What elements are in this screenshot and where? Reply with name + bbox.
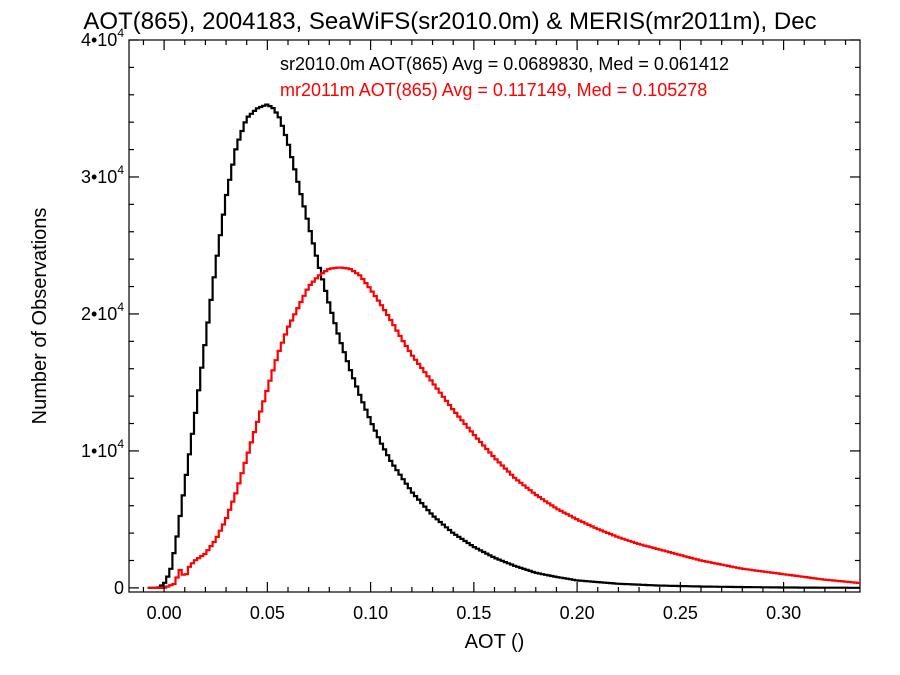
- x-tick-label: 0.05: [250, 603, 285, 623]
- y-axis-label: Number of Observations: [29, 208, 51, 425]
- y-tick-label-base: 0: [114, 578, 124, 598]
- y-tick-label-base: 1•10: [81, 441, 117, 461]
- plot-frame: [128, 39, 861, 593]
- series-line-sr2010-0m: [147, 103, 860, 589]
- x-axis-ticks: 0.00 0.05 0.10 0.15 0.20 0.25 0.30: [142, 40, 847, 623]
- x-tick-label: 0.10: [353, 603, 388, 623]
- y-tick-label-exponent: 4: [117, 437, 124, 451]
- y-tick-label-base: 3•10: [81, 167, 117, 187]
- legend: sr2010.0m AOT(865) Avg = 0.0689830, Med …: [280, 54, 729, 100]
- x-tick-label: 0.15: [456, 603, 491, 623]
- y-tick-label: 0: [114, 578, 124, 598]
- y-tick-label: 4•104: [81, 26, 124, 50]
- y-tick-label: 2•104: [81, 300, 124, 324]
- y-tick-label-base: 2•10: [81, 304, 117, 324]
- legend-entry-sr2010-0m: sr2010.0m AOT(865) Avg = 0.0689830, Med …: [280, 54, 729, 74]
- y-tick-label-exponent: 4: [117, 163, 124, 177]
- x-axis-label: AOT (): [465, 631, 525, 653]
- x-tick-label: 0.00: [147, 603, 182, 623]
- x-tick-label: 0.20: [560, 603, 595, 623]
- legend-entry-mr2011m: mr2011m AOT(865) Avg = 0.117149, Med = 0…: [280, 80, 707, 100]
- plot-area: 0.00 0.05 0.10 0.15 0.20 0.25 0.30 01•1042•104…: [81, 26, 861, 623]
- y-tick-label-base: 4•10: [81, 30, 117, 50]
- y-tick-label: 1•104: [81, 437, 124, 461]
- series-layer: [147, 103, 860, 589]
- series-line-mr2011m: [147, 266, 860, 589]
- x-tick-label: 0.30: [766, 603, 801, 623]
- chart-title: AOT(865), 2004183, SeaWiFS(sr2010.0m) & …: [83, 8, 816, 35]
- y-tick-label: 3•104: [81, 163, 124, 187]
- y-tick-label-exponent: 4: [117, 300, 124, 314]
- x-tick-label: 0.25: [663, 603, 698, 623]
- y-tick-label-exponent: 4: [117, 26, 124, 40]
